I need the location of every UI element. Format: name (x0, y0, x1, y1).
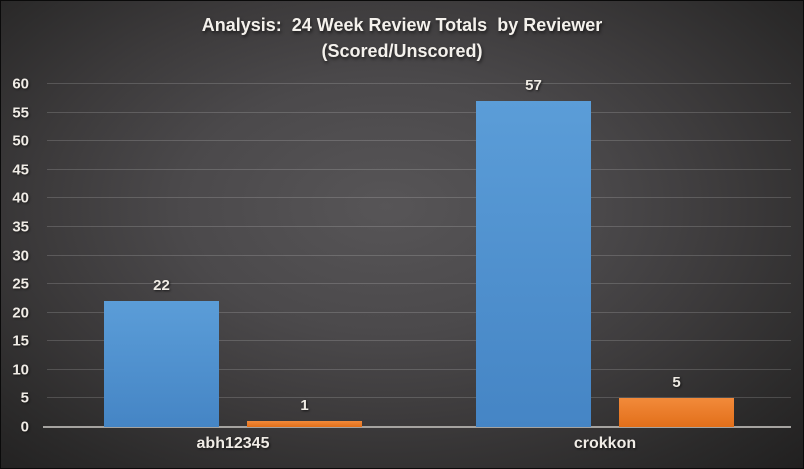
y-tick-label: 10 (12, 361, 29, 379)
gridline (47, 397, 791, 399)
x-axis-line (43, 426, 791, 428)
y-tick-label: 0 (20, 418, 29, 436)
y-tick-label: 20 (12, 304, 29, 322)
y-tick-label: 55 (12, 104, 29, 122)
x-axis-label-crokkon: crokkon (573, 435, 637, 452)
chart-title-line1: Analysis: 24 Week Review Totals by Revie… (201, 15, 603, 35)
x-axis-label-abh12345: abh12345 (196, 435, 270, 452)
gridline (47, 368, 791, 370)
gridline (47, 283, 791, 285)
y-tick-label: 25 (12, 275, 29, 293)
y-axis: 0 5 10 15 20 25 30 35 40 45 50 55 60 (1, 77, 30, 435)
gridline (47, 311, 791, 313)
gridline (47, 340, 791, 342)
y-tick-label: 50 (12, 132, 29, 150)
y-tick-label: 60 (12, 75, 29, 93)
bar-unscored-crokkon (619, 398, 734, 427)
gridline (47, 168, 791, 170)
y-tick-label: 40 (12, 189, 29, 207)
bar-scored-abh12345 (104, 301, 219, 427)
gridline (47, 111, 791, 113)
value-label-scored-abh12345: 22 (153, 277, 170, 295)
y-tick-label: 30 (12, 247, 29, 264)
gridline (47, 140, 791, 142)
chart-title: Analysis: 24 Week Review Totals by Revie… (1, 12, 803, 64)
gridline (47, 225, 791, 227)
bar-unscored-abh12345 (247, 421, 362, 427)
value-label-unscored-crokkon: 5 (672, 374, 681, 392)
gridline (47, 197, 791, 199)
value-label-scored-crokkon: 57 (525, 77, 542, 95)
gridline (47, 83, 791, 84)
y-tick-label: 45 (12, 161, 29, 179)
gridline (47, 254, 791, 256)
plot-area: 22 1 57 5 (43, 78, 791, 428)
y-tick-label: 5 (20, 389, 29, 407)
y-tick-label: 35 (12, 218, 29, 236)
bar-scored-crokkon (476, 101, 591, 427)
value-label-unscored-abh12345: 1 (300, 397, 309, 415)
chart-title-line2: (Scored/Unscored) (321, 41, 483, 61)
y-tick-label: 15 (12, 332, 29, 350)
